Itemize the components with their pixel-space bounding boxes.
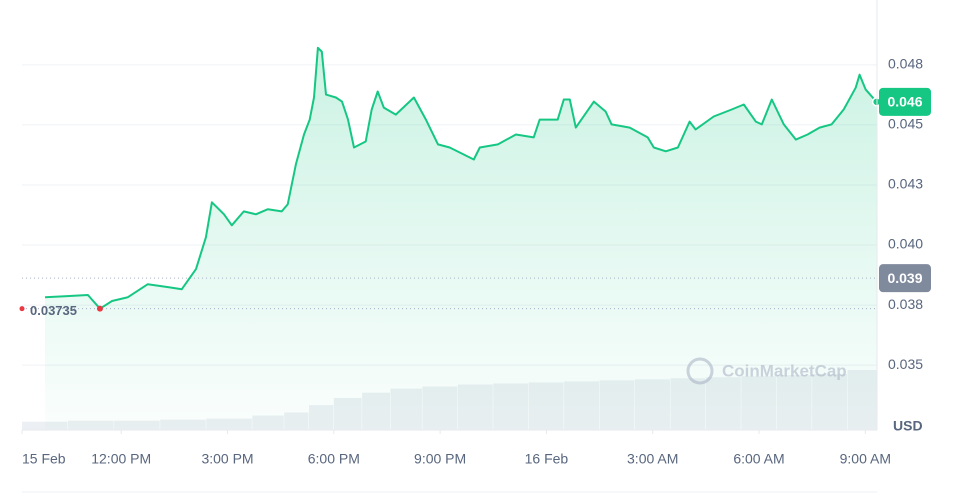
volume-bar bbox=[22, 421, 68, 430]
price-area bbox=[45, 47, 877, 431]
low-marker bbox=[19, 306, 25, 312]
x-tick-label: 12:00 PM bbox=[91, 451, 151, 467]
x-tick-label: 3:00 PM bbox=[201, 451, 253, 467]
y-tick-label: 0.043 bbox=[888, 176, 923, 192]
y-tick-label: 0.035 bbox=[888, 356, 923, 372]
x-tick-label: 6:00 AM bbox=[733, 451, 784, 467]
watermark: CoinMarketCap bbox=[686, 357, 847, 385]
x-tick-label: 3:00 AM bbox=[627, 451, 678, 467]
price-badge-bg bbox=[879, 87, 931, 116]
reference-badge-label: 0.039 bbox=[887, 270, 922, 286]
y-tick-label: 0.048 bbox=[888, 56, 923, 72]
y-tick-label: 0.040 bbox=[888, 236, 923, 252]
reference-badge-bg bbox=[879, 264, 931, 293]
x-tick-label: 9:00 PM bbox=[414, 451, 466, 467]
x-tick-label: 6:00 PM bbox=[308, 451, 360, 467]
x-tick-label: 15 Feb bbox=[22, 451, 66, 467]
price-badge-label: 0.046 bbox=[887, 94, 922, 110]
price-line bbox=[44, 46, 878, 310]
watermark-logo bbox=[686, 357, 714, 385]
x-tick-label: 16 Feb bbox=[525, 451, 569, 467]
y-tick-label: 0.045 bbox=[888, 116, 923, 132]
currency-label: USD bbox=[893, 418, 923, 434]
x-tick-label: 9:00 AM bbox=[840, 451, 891, 467]
watermark-text: CoinMarketCap bbox=[722, 361, 847, 380]
y-tick-label: 0.038 bbox=[888, 296, 923, 312]
low-label: 0.03735 bbox=[30, 303, 77, 318]
low-point bbox=[96, 305, 103, 312]
